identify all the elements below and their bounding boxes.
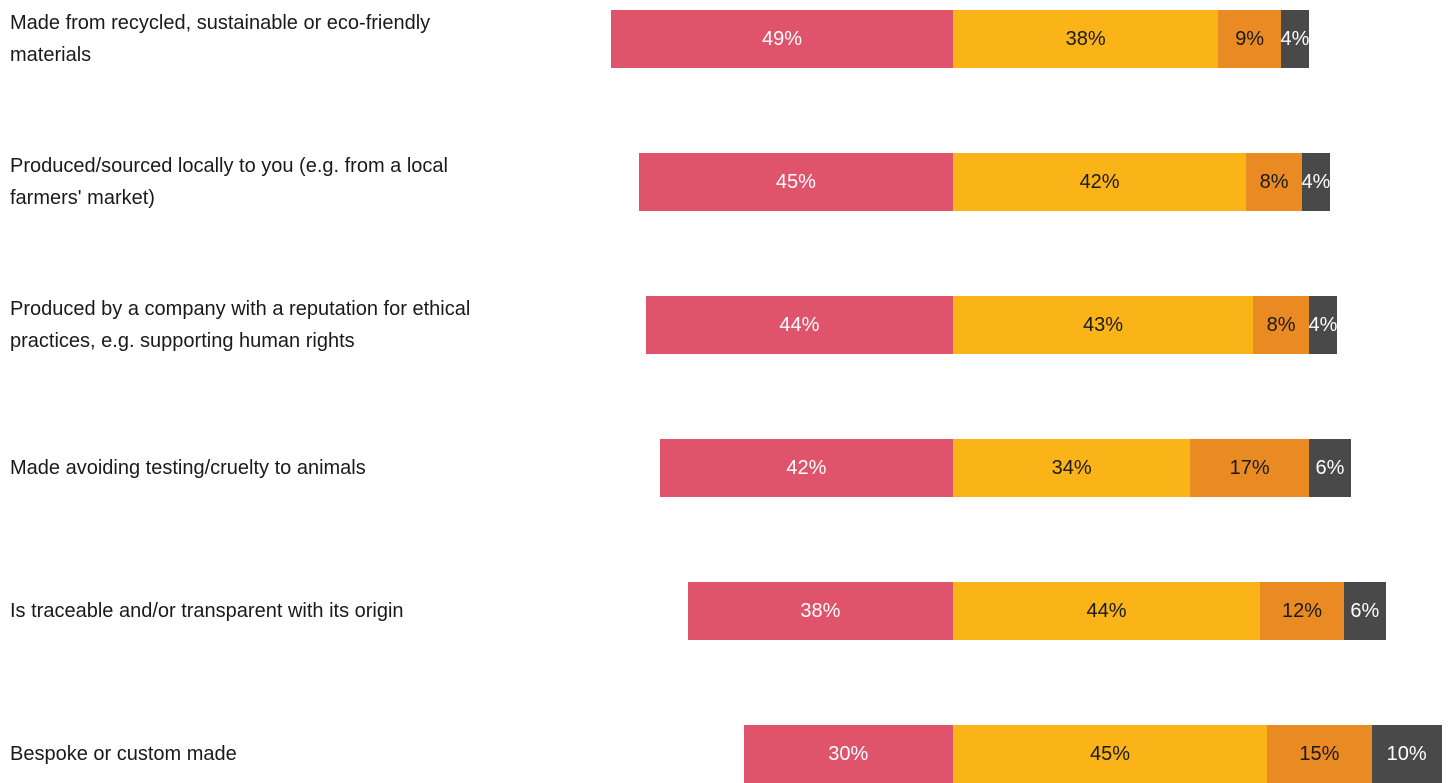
- data-label: 44%: [1086, 599, 1127, 622]
- data-label: 30%: [828, 742, 869, 765]
- bar-segment: 8%: [1246, 153, 1302, 211]
- bar-segment: 44%: [953, 582, 1261, 640]
- data-label: 6%: [1315, 456, 1345, 479]
- bar-segment: 10%: [1371, 725, 1442, 783]
- data-label: 8%: [1259, 170, 1289, 193]
- data-label: 42%: [786, 456, 827, 479]
- data-label: 45%: [1090, 742, 1131, 765]
- data-label: 15%: [1299, 742, 1340, 765]
- bar-segment: 45%: [638, 153, 953, 211]
- data-label: 38%: [1065, 27, 1106, 50]
- bar-segment: 42%: [659, 439, 953, 497]
- data-label: 4%: [1308, 313, 1338, 336]
- bar-segment: 43%: [953, 296, 1254, 354]
- data-label: 44%: [779, 313, 820, 336]
- bar-segment: 42%: [953, 153, 1247, 211]
- bar-segment: 15%: [1267, 725, 1372, 783]
- bar-segment: 6%: [1343, 582, 1386, 640]
- row-label: Is traceable and/or transparent with its…: [10, 600, 404, 622]
- bar-segment: 17%: [1190, 439, 1309, 497]
- data-label: 4%: [1301, 170, 1331, 193]
- bar-segment: 4%: [1281, 10, 1309, 68]
- bar-segment: 6%: [1308, 439, 1351, 497]
- data-label: 4%: [1280, 27, 1310, 50]
- bar-segment: 44%: [645, 296, 953, 354]
- data-label: 10%: [1386, 742, 1427, 765]
- bar-segment: 8%: [1253, 296, 1309, 354]
- bar-segment: 38%: [953, 10, 1219, 68]
- row-label: Made avoiding testing/cruelty to animals: [10, 457, 366, 479]
- data-label: 42%: [1079, 170, 1120, 193]
- data-label: 12%: [1281, 599, 1322, 622]
- data-label: 34%: [1051, 456, 1092, 479]
- bar-segment: 30%: [743, 725, 953, 783]
- data-label: 43%: [1083, 313, 1124, 336]
- row-label: Produced/sourced locally to you (e.g. fr…: [10, 155, 448, 209]
- data-label: 38%: [800, 599, 841, 622]
- bar-segment: 34%: [953, 439, 1191, 497]
- bar-segment: 38%: [687, 582, 953, 640]
- bar-segment: 12%: [1260, 582, 1344, 640]
- data-label: 49%: [761, 27, 802, 50]
- row-label: Produced by a company with a reputation …: [10, 298, 471, 352]
- bar-segment: 4%: [1302, 153, 1330, 211]
- bar-segment: 9%: [1218, 10, 1282, 68]
- bar-segment: 4%: [1308, 296, 1338, 354]
- data-label: 6%: [1350, 599, 1380, 622]
- bar-segment: 45%: [953, 725, 1268, 783]
- data-label: 45%: [775, 170, 816, 193]
- data-label: 8%: [1266, 313, 1296, 336]
- data-label: 17%: [1229, 456, 1270, 479]
- row-label: Made from recycled, sustainable or eco-f…: [10, 12, 431, 66]
- bar-segment: 49%: [610, 10, 953, 68]
- row-label: Bespoke or custom made: [10, 743, 237, 765]
- data-label: 9%: [1235, 27, 1265, 50]
